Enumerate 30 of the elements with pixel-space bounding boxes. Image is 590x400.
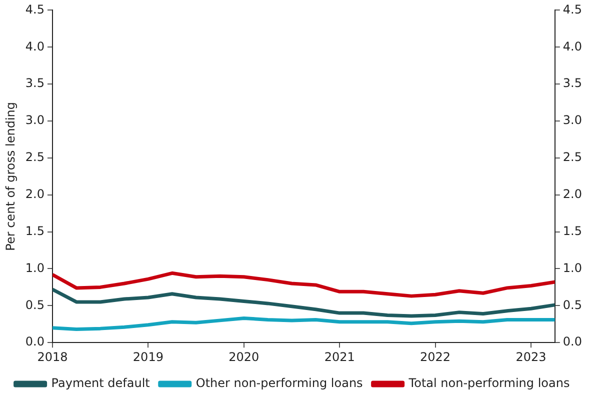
y-tick-label: 3.0 (25, 113, 44, 128)
y-tick-label: 3.5 (25, 76, 44, 90)
y-tick-label: 2.5 (25, 150, 44, 164)
y2-tick-label: 2.0 (562, 186, 582, 201)
legend-label: Other non-performing loans (196, 376, 363, 390)
y2-tick-label: 1.5 (562, 224, 582, 238)
y-tick-label: 1.5 (25, 224, 44, 238)
y2-tick-label: 2.5 (562, 150, 582, 164)
x-tick-label: 2023 (516, 350, 546, 364)
y-tick-label: 2.0 (25, 186, 44, 201)
y-tick-label: 0.0 (25, 334, 44, 349)
y-tick-label: 0.5 (25, 298, 44, 312)
y2-tick-label: 1.0 (562, 260, 582, 275)
legend-label: Total non-performing loans (408, 376, 570, 390)
x-tick-label: 2022 (420, 350, 451, 364)
x-tick-label: 2018 (37, 350, 68, 364)
y2-tick-label: 4.5 (562, 2, 582, 16)
y-tick-label: 4.5 (25, 2, 44, 16)
y2-tick-label: 3.5 (562, 76, 582, 90)
y2-tick-label: 0.0 (562, 334, 582, 349)
x-tick-label: 2019 (132, 350, 164, 364)
y-tick-label: 1.0 (25, 260, 44, 275)
legend-label: Payment default (51, 376, 150, 390)
y-tick-label: 4.0 (25, 39, 44, 54)
x-tick-label: 2020 (228, 350, 260, 364)
y-axis-title: Per cent of gross lending (3, 102, 18, 251)
y2-tick-label: 3.0 (562, 113, 582, 128)
y2-tick-label: 4.0 (562, 39, 582, 54)
x-tick-label: 2021 (324, 350, 355, 364)
y2-tick-label: 0.5 (562, 298, 582, 312)
